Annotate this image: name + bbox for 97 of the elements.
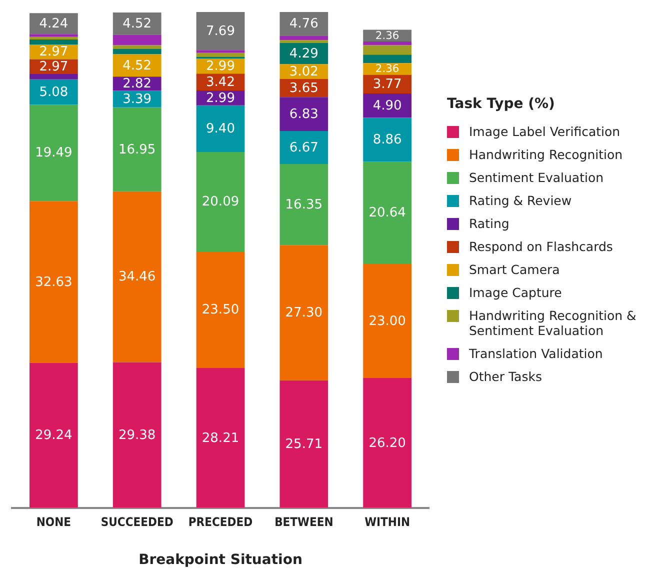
bar [363,54,412,64]
bar [196,12,245,50]
data-label: 2.36 [375,62,400,76]
data-label: 6.67 [289,140,318,156]
data-label: 5.08 [39,84,68,100]
data-label: 25.71 [285,436,323,452]
data-label: 2.82 [122,76,152,92]
data-label: 2.36 [375,28,400,42]
data-label: 34.46 [118,270,156,285]
bar [112,45,162,49]
bar [112,34,162,46]
data-label: 2.97 [39,44,68,60]
data-label: 3.42 [206,74,235,90]
bar [30,13,78,34]
bar [112,12,162,35]
data-label: 2.99 [206,59,235,74]
bar [196,252,245,368]
bar [30,201,78,363]
data-label: 4.52 [122,58,152,74]
legend-title: Task Type (%) [447,96,556,112]
bar [363,74,412,94]
bar [363,264,412,378]
bar [363,41,412,46]
data-label: 2.99 [206,90,235,106]
bar [112,54,162,77]
bar [30,362,78,508]
data-label: 3.65 [289,80,318,96]
bar [280,40,328,43]
data-label: 3.02 [289,64,318,80]
bar [196,152,245,252]
data-label: 4.90 [372,98,402,114]
bar [112,48,162,54]
bar [280,36,328,40]
legend-label: Rating [469,216,510,231]
data-label: 3.77 [372,77,402,92]
bar [363,118,412,162]
x-tick-label: BETWEEN [274,515,334,530]
data-label: 8.86 [372,132,402,148]
data-label: 32.63 [35,274,72,290]
legend-label: Smart Camera [469,262,560,277]
bar [363,162,412,264]
bar [363,45,412,55]
data-label: 23.00 [368,314,406,329]
bar [112,191,162,362]
bar [280,130,328,164]
bar [196,368,245,508]
legend-label: Rating & Review [469,193,572,208]
data-label: 27.30 [285,306,323,321]
data-label: 4.24 [39,16,68,32]
bar [30,36,78,40]
bar [196,105,245,152]
data-label: 9.40 [206,122,235,137]
data-label: 20.09 [202,194,240,210]
bar [280,97,328,131]
data-label: 6.83 [289,106,318,122]
data-label: 28.21 [202,430,240,446]
data-label: 2.97 [39,59,68,74]
legend-label: Handwriting Recognition & Sentiment Evaluation [469,308,638,338]
bar [196,50,245,53]
bar [30,40,78,45]
bar [30,104,78,202]
data-label: 16.95 [118,142,156,158]
legend-label: Image Capture [469,285,562,300]
legend-label: Other Tasks [469,369,542,384]
legend-label: Sentiment Evaluation [469,170,604,185]
data-label: 20.64 [368,206,406,221]
x-axis-title: Breakpoint Situation [138,552,302,568]
x-tick-label: SUCCEEDED [100,515,174,530]
data-label: 16.35 [285,197,323,212]
data-label: 4.76 [289,16,318,32]
x-tick-label: WITHIN [364,515,410,530]
bar [280,164,328,246]
data-label: 4.52 [122,16,152,32]
legend-label: Respond on Flashcards [469,239,613,254]
legend-label: Handwriting Recognition [469,147,623,162]
bar [30,74,78,80]
data-label: 19.49 [35,146,72,161]
bar [280,380,328,508]
data-label: 4.29 [289,46,318,62]
bar [112,362,162,508]
data-label: 7.69 [206,24,235,39]
data-label: 29.24 [35,428,72,444]
bar [196,52,245,58]
data-label: 23.50 [202,302,240,318]
legend-label: Image Label Verification [469,124,620,139]
data-label: 3.39 [122,92,152,107]
bar [280,12,328,36]
bar [363,378,412,508]
bar [112,107,162,192]
bar [363,93,412,118]
legend-label: Translation Validation [469,346,603,361]
bar [280,245,328,380]
data-label: 26.20 [368,436,406,451]
x-tick-label: NONE [36,515,72,530]
bar [30,34,78,37]
data-label: 29.38 [118,428,156,443]
x-tick-label: PRECEDED [188,515,253,530]
